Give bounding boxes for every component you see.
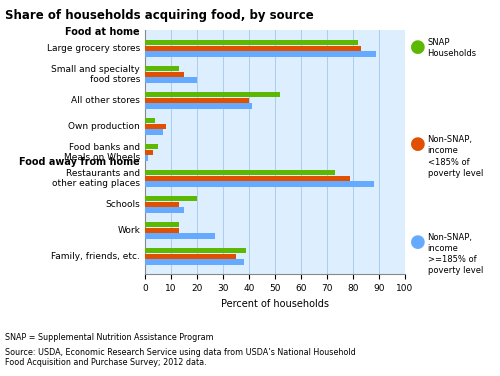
Bar [145, 103, 252, 109]
Bar [145, 77, 197, 83]
Bar [145, 72, 184, 77]
X-axis label: Percent of households: Percent of households [221, 299, 329, 309]
Text: Food at home: Food at home [66, 27, 140, 37]
Text: SNAP
Households: SNAP Households [428, 38, 476, 58]
Bar [145, 98, 249, 103]
Bar [145, 248, 246, 253]
Bar [145, 118, 156, 123]
Bar [145, 170, 335, 175]
Bar [145, 181, 374, 186]
Text: Food away from home: Food away from home [19, 157, 140, 167]
Bar [145, 40, 358, 45]
Bar [145, 208, 184, 212]
Bar [145, 150, 153, 155]
Text: ●: ● [410, 38, 426, 56]
Bar [145, 144, 158, 149]
Bar [145, 202, 179, 207]
Bar [145, 92, 280, 97]
Bar [145, 228, 179, 233]
Bar [145, 129, 163, 135]
Text: SNAP = Supplemental Nutrition Assistance Program: SNAP = Supplemental Nutrition Assistance… [5, 333, 214, 342]
Bar [145, 124, 166, 129]
Text: Non-SNAP,
income
<185% of
poverty level: Non-SNAP, income <185% of poverty level [428, 135, 483, 178]
Text: ●: ● [410, 233, 426, 251]
Bar [145, 233, 215, 239]
Bar [145, 66, 179, 71]
Text: Source: USDA, Economic Research Service using data from USDA’s National Househol: Source: USDA, Economic Research Service … [5, 348, 356, 367]
Bar [145, 196, 197, 201]
Text: Non-SNAP,
income
>=185% of
poverty level: Non-SNAP, income >=185% of poverty level [428, 233, 483, 275]
Text: Share of households acquiring food, by source: Share of households acquiring food, by s… [5, 9, 314, 23]
Bar [145, 222, 179, 227]
Bar [145, 45, 361, 51]
Bar [145, 254, 236, 259]
Bar [145, 176, 350, 181]
Text: ●: ● [410, 135, 426, 153]
Bar [145, 259, 244, 265]
Bar [145, 155, 148, 161]
Bar [145, 52, 376, 57]
